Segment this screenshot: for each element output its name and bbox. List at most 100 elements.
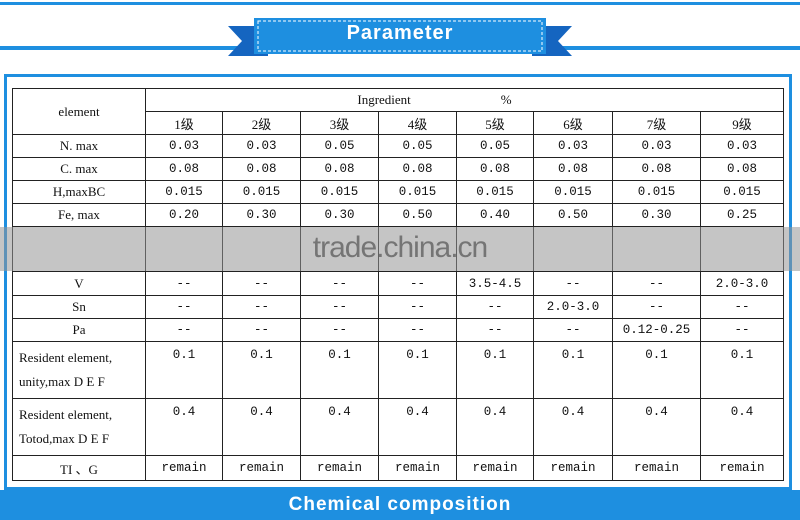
cell-value: remain	[456, 455, 534, 481]
cell-value: remain	[300, 455, 379, 481]
cell-value: --	[145, 318, 223, 342]
grade-header: 4级	[378, 111, 457, 135]
data-row: Fe, max 0.20 0.30 0.30 0.50 0.40 0.50 0.30 0.25	[12, 203, 785, 227]
grade-header: 9级	[699, 111, 785, 135]
grade-header: 7级	[612, 111, 701, 135]
cell-value: 0.03	[533, 134, 613, 158]
top-line	[0, 2, 800, 5]
cell-value: 0.4	[699, 398, 785, 456]
cell-value: 0.1	[222, 341, 301, 399]
cell-value: 0.015	[456, 180, 534, 204]
cell-value: 0.4	[533, 398, 613, 456]
row-label: Pa	[12, 318, 146, 342]
data-row: V -- -- -- -- 3.5-4.5 -- -- 2.0-3.0	[12, 271, 785, 296]
cell-value: --	[300, 271, 379, 296]
row-label-line: unity,max D E F	[19, 374, 105, 389]
cell-value: 0.015	[699, 180, 785, 204]
cell-value: 0.1	[533, 341, 613, 399]
data-row: C. max 0.08 0.08 0.08 0.08 0.08 0.08 0.08 0.08	[12, 157, 785, 181]
cell-value: remain	[533, 455, 613, 481]
cell-value: 0.03	[222, 134, 301, 158]
row-label: Sn	[12, 295, 146, 319]
cell-value: --	[222, 295, 301, 319]
cell-value: --	[612, 271, 701, 296]
cell-value: 0.05	[378, 134, 457, 158]
row-label-line: Totod,max D E F	[19, 431, 110, 446]
cell-value: --	[456, 295, 534, 319]
cell-value: 0.015	[222, 180, 301, 204]
row-label: H,maxBC	[12, 180, 146, 204]
row-label: TI 、G	[12, 455, 146, 481]
row-label-line: TI 、G	[60, 461, 98, 477]
title: Parameter	[346, 22, 454, 44]
row-label-line: C. max	[60, 161, 98, 176]
row-label-line: Sn	[72, 299, 86, 314]
cell-value: 0.4	[456, 398, 534, 456]
cell-value: 0.1	[300, 341, 379, 399]
unit-label: %	[500, 92, 512, 107]
cell-value: 0.03	[612, 134, 701, 158]
cell-value: 0.4	[378, 398, 457, 456]
row-label: Resident element, Totod,max D E F	[12, 398, 146, 456]
cell-value: 0.08	[300, 157, 379, 181]
cell-value: 0.30	[222, 203, 301, 227]
cell-value: 0.4	[300, 398, 379, 456]
cell-value: 0.015	[378, 180, 457, 204]
element-header: element	[12, 88, 146, 135]
cell-value: remain	[378, 455, 457, 481]
row-label-line: H,maxBC	[52, 184, 106, 199]
ingredient-label: Ingredient	[357, 92, 411, 107]
watermark-band	[0, 227, 800, 271]
cell-value: --	[300, 295, 379, 319]
cell-value: remain	[699, 455, 785, 481]
cell-value: --	[145, 271, 223, 296]
cell-value: 3.5-4.5	[456, 271, 534, 296]
grade-header: 1级	[145, 111, 223, 135]
cell-value: 0.08	[612, 157, 701, 181]
cell-value: remain	[612, 455, 701, 481]
row-label: Resident element, unity,max D E F	[12, 341, 146, 399]
cell-value: 0.08	[699, 157, 785, 181]
cell-value: 2.0-3.0	[533, 295, 613, 319]
spec-table: element Ingredient% 1级 2级 3级 4级 5级 6级 7级 9级 N. max…	[12, 88, 785, 481]
cell-value: --	[378, 271, 457, 296]
cell-value: 0.05	[300, 134, 379, 158]
cell-value: --	[533, 271, 613, 296]
cell-value: 0.1	[612, 341, 701, 399]
cell-value: 2.0-3.0	[699, 271, 785, 296]
grade-row: 1级 2级 3级 4级 5级 6级 7级 9级	[13, 111, 785, 135]
grade-header: 6级	[533, 111, 613, 135]
cell-value: --	[378, 295, 457, 319]
cell-value: 0.12-0.25	[612, 318, 701, 342]
cell-value: 0.20	[145, 203, 223, 227]
row-label-line: Resident element,	[19, 407, 113, 422]
cell-value: 0.4	[222, 398, 301, 456]
cell-value: 0.05	[456, 134, 534, 158]
row-label-line: Pa	[72, 322, 86, 337]
cell-value: 0.50	[378, 203, 457, 227]
row-label: N. max	[12, 134, 146, 158]
data-row: TI 、G remain remain remain remain remain remai…	[12, 455, 785, 481]
row-label-line: V	[74, 275, 84, 291]
data-row: Resident element, Totod,max D E F 0.4 0.4 0.…	[12, 398, 785, 456]
cell-value: --	[300, 318, 379, 342]
cell-value: --	[612, 295, 701, 319]
grade-header: 2级	[222, 111, 301, 135]
row-label-line: Resident element,	[19, 350, 113, 365]
row-label: C. max	[12, 157, 146, 181]
cell-value: 0.015	[612, 180, 701, 204]
footer-title: Chemical composition	[0, 490, 800, 520]
cell-value: --	[456, 318, 534, 342]
cell-value: 0.4	[145, 398, 223, 456]
title-ribbon	[228, 18, 572, 56]
cell-value: 0.015	[533, 180, 613, 204]
watermark: trade.china.cn	[312, 231, 488, 264]
cell-value: 0.30	[300, 203, 379, 227]
cell-value: 0.08	[378, 157, 457, 181]
cell-value: 0.015	[300, 180, 379, 204]
cell-value: 0.1	[145, 341, 223, 399]
cell-value: 0.50	[533, 203, 613, 227]
data-row: Sn -- -- -- -- -- 2.0-3.0 -- --	[12, 295, 785, 319]
cell-value: 0.40	[456, 203, 534, 227]
